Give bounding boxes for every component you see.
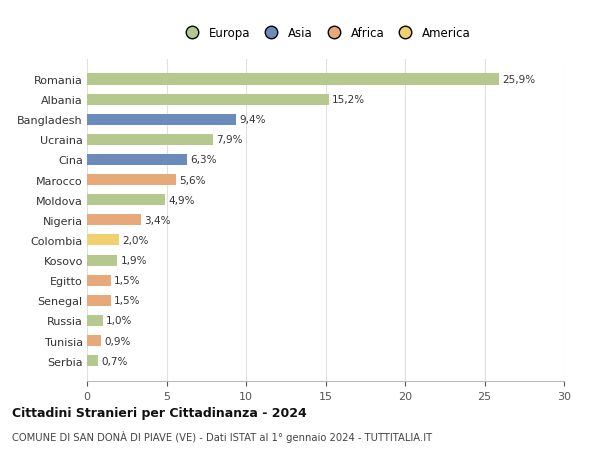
Bar (87, 195, 165, 206)
Bar (87, 114, 236, 125)
Bar (87, 315, 103, 326)
Bar (87, 295, 111, 306)
Bar (87, 235, 119, 246)
Text: 9,4%: 9,4% (239, 115, 266, 125)
Bar (87, 95, 329, 106)
Text: 1,5%: 1,5% (114, 296, 140, 306)
Text: 15,2%: 15,2% (332, 95, 365, 105)
Text: Cittadini Stranieri per Cittadinanza - 2024: Cittadini Stranieri per Cittadinanza - 2… (12, 406, 307, 419)
Text: 7,9%: 7,9% (216, 135, 242, 145)
Text: 0,9%: 0,9% (104, 336, 131, 346)
Bar (87, 134, 212, 146)
Text: 2,0%: 2,0% (122, 235, 148, 246)
Bar (87, 335, 101, 346)
Text: 5,6%: 5,6% (179, 175, 206, 185)
Text: 1,0%: 1,0% (106, 316, 133, 326)
Text: 3,4%: 3,4% (144, 215, 171, 225)
Bar (87, 155, 187, 166)
Text: 1,5%: 1,5% (114, 275, 140, 285)
Bar (87, 74, 499, 85)
Text: 4,9%: 4,9% (168, 195, 194, 205)
Text: 0,7%: 0,7% (101, 356, 128, 366)
Text: 6,3%: 6,3% (190, 155, 217, 165)
Text: COMUNE DI SAN DONÀ DI PIAVE (VE) - Dati ISTAT al 1° gennaio 2024 - TUTTITALIA.IT: COMUNE DI SAN DONÀ DI PIAVE (VE) - Dati … (12, 431, 432, 442)
Bar (87, 255, 117, 266)
Text: 1,9%: 1,9% (121, 256, 147, 265)
Bar (87, 355, 98, 366)
Text: 25,9%: 25,9% (502, 75, 535, 85)
Bar (87, 275, 111, 286)
Bar (87, 174, 176, 186)
Legend: Europa, Asia, Africa, America: Europa, Asia, Africa, America (177, 24, 474, 44)
Bar (87, 215, 141, 226)
